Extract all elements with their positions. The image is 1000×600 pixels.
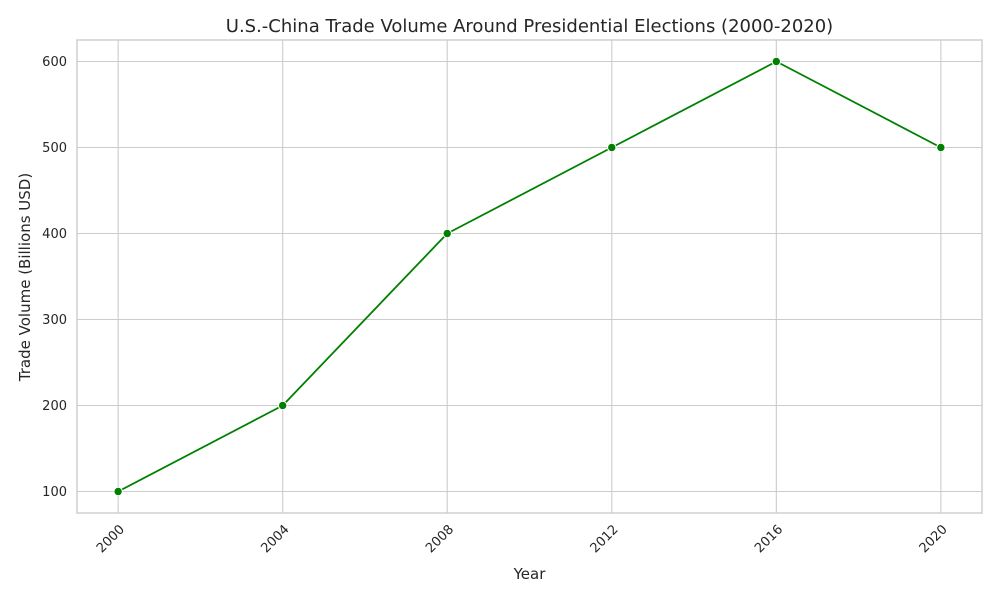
data-point [443,229,451,237]
y-tick-label: 600 [42,55,67,70]
y-tick-label: 300 [42,313,67,328]
data-point [278,401,286,409]
y-tick-label: 500 [42,141,67,156]
data-point [772,57,780,65]
y-tick-label: 200 [42,399,67,414]
x-axis-label: Year [513,565,547,583]
data-point [937,143,945,151]
y-tick-label: 100 [42,485,67,500]
y-tick-label: 400 [42,227,67,242]
data-point [608,143,616,151]
data-point [114,487,122,495]
y-axis-label: Trade Volume (Billions USD) [16,173,34,382]
chart-title: U.S.-China Trade Volume Around President… [226,16,833,37]
